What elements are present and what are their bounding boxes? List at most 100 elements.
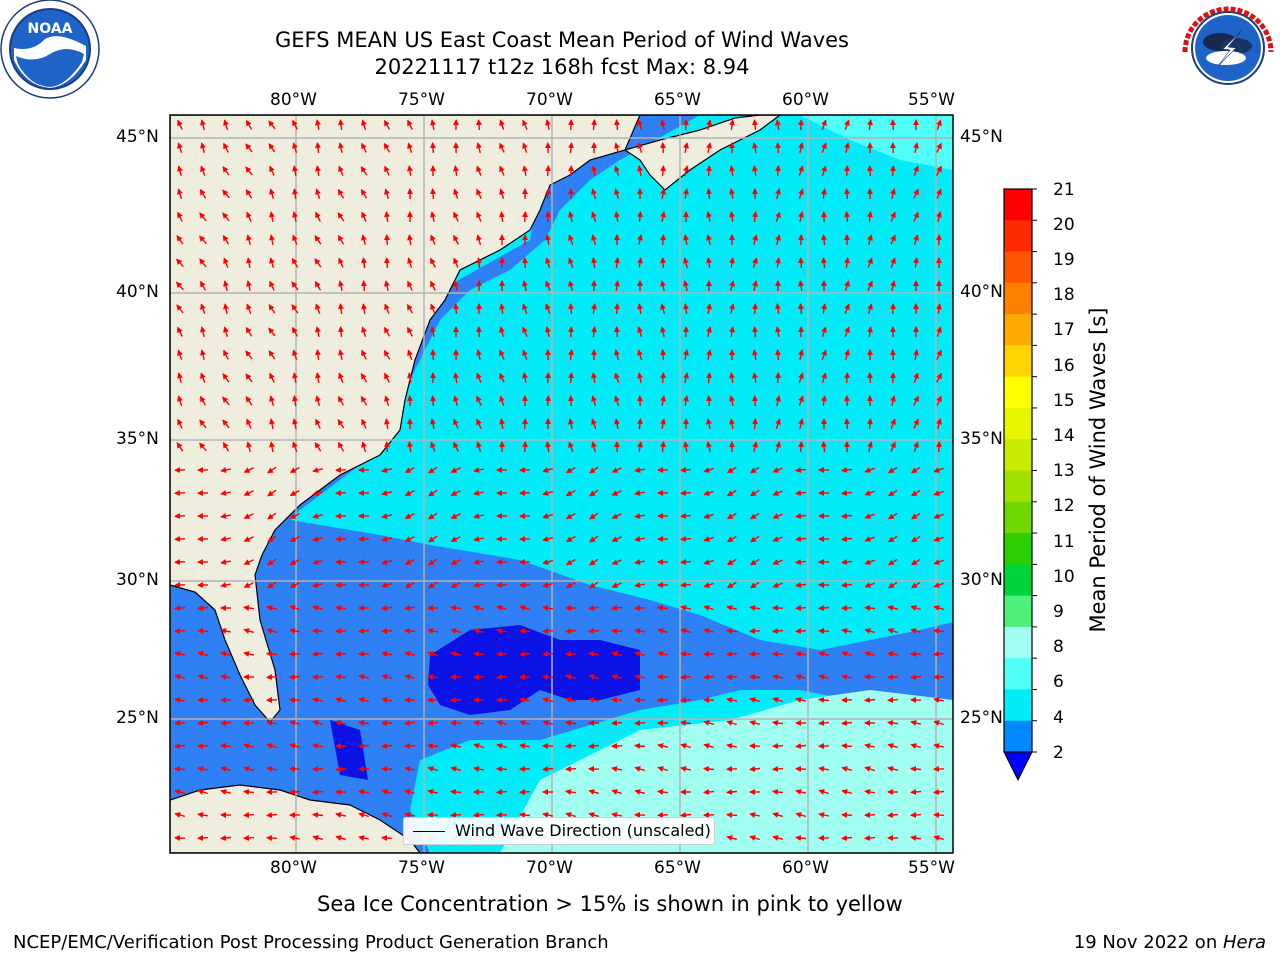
wind-wave-arrow xyxy=(522,418,528,430)
wind-wave-arrow xyxy=(407,142,413,153)
wind-wave-arrow xyxy=(910,674,922,680)
wind-wave-arrow xyxy=(335,766,347,772)
wind-wave-arrow xyxy=(890,395,896,407)
wind-wave-arrow xyxy=(568,257,574,268)
wind-wave-arrow xyxy=(795,789,807,795)
wind-wave-arrow xyxy=(890,372,896,384)
wind-wave-arrow xyxy=(795,835,807,841)
wind-wave-arrow xyxy=(703,720,714,726)
wind-wave-arrow xyxy=(680,559,692,565)
wind-wave-arrow xyxy=(589,558,599,566)
wind-wave-arrow xyxy=(936,349,942,360)
wind-wave-arrow xyxy=(360,188,368,199)
wind-wave-arrow xyxy=(775,395,781,407)
wind-wave-arrow xyxy=(174,513,186,519)
wind-wave-arrow xyxy=(683,372,689,384)
wind-wave-arrow xyxy=(266,743,278,749)
wind-wave-arrow xyxy=(450,789,462,795)
wind-wave-arrow xyxy=(887,674,899,680)
wind-wave-arrow xyxy=(890,418,896,429)
wind-wave-arrow xyxy=(867,211,873,223)
wind-wave-arrow xyxy=(844,188,850,200)
wind-wave-arrow xyxy=(243,628,254,634)
wind-wave-arrow xyxy=(312,651,324,657)
wind-wave-arrow xyxy=(407,441,413,453)
wind-wave-arrow xyxy=(312,582,323,588)
wind-wave-arrow xyxy=(545,303,551,314)
wind-wave-arrow xyxy=(887,628,899,634)
wind-wave-arrow xyxy=(430,326,436,338)
wind-wave-arrow xyxy=(174,559,186,565)
wind-wave-arrow xyxy=(545,165,551,177)
map-frame xyxy=(169,114,954,854)
wind-wave-arrow xyxy=(933,536,944,542)
wind-wave-arrow xyxy=(383,142,391,153)
wind-wave-arrow xyxy=(450,766,461,772)
wind-wave-arrow xyxy=(936,395,942,406)
wind-wave-arrow xyxy=(407,234,413,245)
wind-wave-arrow xyxy=(176,442,184,452)
wind-wave-arrow xyxy=(706,211,712,223)
wind-wave-arrow xyxy=(657,697,669,703)
wind-wave-arrow xyxy=(453,441,459,452)
wind-wave-arrow xyxy=(476,326,482,338)
wind-wave-arrow xyxy=(335,812,347,818)
wind-wave-arrow xyxy=(749,651,761,657)
wind-wave-arrow xyxy=(637,257,643,268)
wind-wave-arrow xyxy=(222,441,230,452)
colorbar-segment xyxy=(1004,251,1032,284)
wind-wave-arrow xyxy=(634,628,646,634)
wind-wave-arrow xyxy=(683,349,689,361)
wind-wave-arrow xyxy=(565,812,577,818)
wind-wave-arrow xyxy=(726,605,737,611)
wind-wave-arrow xyxy=(936,303,942,314)
wind-wave-arrow xyxy=(384,188,390,199)
wind-wave-arrow xyxy=(197,605,209,611)
wave-period-6-8s-northeast xyxy=(800,115,953,170)
wind-wave-arrow xyxy=(197,835,209,841)
wind-wave-arrow xyxy=(315,303,321,314)
wind-wave-arrow xyxy=(522,303,528,314)
wind-wave-arrow xyxy=(473,467,485,473)
wind-wave-arrow xyxy=(749,697,760,703)
wind-wave-arrow xyxy=(200,119,206,131)
wind-wave-arrow xyxy=(729,372,735,384)
wind-wave-arrow xyxy=(291,257,299,268)
wind-wave-arrow xyxy=(795,605,807,611)
wind-wave-arrow xyxy=(337,419,345,429)
wind-wave-arrow xyxy=(453,234,459,245)
wind-wave-arrow xyxy=(174,812,185,818)
colorbar-tick: 20 xyxy=(1053,215,1075,235)
wind-wave-arrow xyxy=(291,304,299,314)
wind-wave-arrow xyxy=(473,582,485,588)
wind-wave-arrow xyxy=(821,441,827,453)
wind-wave-arrow xyxy=(818,697,830,703)
wind-wave-arrow xyxy=(407,165,413,177)
wind-wave-arrow xyxy=(450,559,461,565)
wind-wave-arrow xyxy=(315,119,321,131)
wind-wave-arrow xyxy=(174,536,186,542)
wind-wave-arrow xyxy=(312,628,324,634)
wind-wave-arrow xyxy=(453,372,459,384)
wind-wave-arrow xyxy=(267,535,277,543)
wind-wave-arrow xyxy=(292,349,298,360)
wind-wave-arrow xyxy=(841,490,853,496)
wind-wave-arrow xyxy=(476,441,482,453)
wind-wave-arrow xyxy=(660,418,666,430)
colorbar-segment xyxy=(1004,626,1032,659)
wind-wave-arrow xyxy=(174,651,186,657)
wind-wave-arrow xyxy=(243,812,255,818)
wind-wave-arrow xyxy=(292,165,298,177)
wind-wave-arrow xyxy=(381,674,393,680)
wind-wave-arrow xyxy=(887,766,899,772)
wind-wave-arrow xyxy=(657,766,669,772)
wind-wave-arrow xyxy=(910,743,921,749)
wind-wave-arrow xyxy=(220,766,231,772)
wind-wave-arrow xyxy=(637,372,643,384)
wind-wave-arrow xyxy=(545,257,551,269)
wind-wave-arrow xyxy=(407,372,413,384)
wind-wave-arrow xyxy=(933,628,945,634)
wind-wave-arrow xyxy=(821,142,827,153)
wind-wave-arrow xyxy=(473,720,484,726)
wind-wave-arrow xyxy=(473,559,485,565)
